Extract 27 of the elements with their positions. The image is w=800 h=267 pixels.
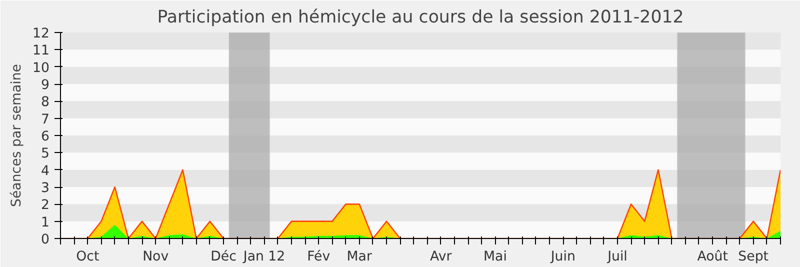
y-tick-label: 12 — [32, 26, 50, 42]
x-tick-label: Jan 12 — [242, 250, 286, 264]
chart-title: Participation en hémicycle au cours de la session 2011-2012 — [157, 8, 684, 28]
y-tick-label: 8 — [41, 95, 50, 110]
x-tick-label: Juin — [550, 250, 576, 264]
x-tick-label: Mar — [346, 250, 372, 264]
x-tick-label: Avr — [430, 250, 452, 264]
y-tick-label: 0 — [41, 232, 50, 248]
y-tick-label: 10 — [32, 60, 50, 76]
y-tick-label: 1 — [41, 215, 50, 230]
x-tick-label: Sept — [738, 250, 769, 264]
x-tick-label: Juil — [606, 250, 628, 264]
y-tick-label: 7 — [41, 112, 50, 128]
y-tick-label: 11 — [32, 44, 50, 59]
x-tick-label: Déc — [210, 250, 236, 264]
y-axis-title: Séances par semaine — [10, 64, 25, 207]
x-tick-label: Août — [697, 250, 728, 264]
x-tick-label: Mai — [484, 250, 507, 264]
x-tick-label: Oct — [76, 250, 100, 264]
y-tick-label: 2 — [41, 198, 50, 214]
x-tick-label: Nov — [142, 250, 169, 264]
x-tick-label: Fév — [307, 250, 330, 264]
y-tick-label: 6 — [41, 130, 50, 144]
y-tick-label: 5 — [41, 146, 50, 162]
y-tick-label: 4 — [41, 164, 50, 179]
y-tick-label: 9 — [41, 78, 50, 93]
y-tick-label: 3 — [41, 181, 50, 196]
